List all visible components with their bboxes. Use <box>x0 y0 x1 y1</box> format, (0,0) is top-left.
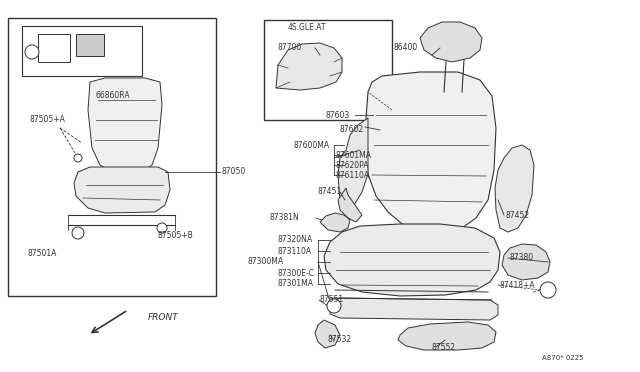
Text: 87505+B: 87505+B <box>158 231 194 240</box>
Text: 4S.GLE.AT: 4S.GLE.AT <box>288 23 326 32</box>
Text: 87320NA: 87320NA <box>277 235 312 244</box>
Circle shape <box>157 223 167 233</box>
Text: 87300MA: 87300MA <box>248 257 284 266</box>
Bar <box>22 26 142 76</box>
Text: 87050: 87050 <box>222 167 246 176</box>
Circle shape <box>327 299 341 313</box>
Circle shape <box>74 154 82 162</box>
Polygon shape <box>315 320 340 348</box>
Bar <box>38 34 70 62</box>
Text: 87501A: 87501A <box>28 248 58 257</box>
Text: FRONT: FRONT <box>148 312 179 321</box>
Text: 86400: 86400 <box>393 44 417 52</box>
Polygon shape <box>495 145 534 232</box>
Text: 87380: 87380 <box>510 253 534 263</box>
Text: 87551: 87551 <box>319 295 343 305</box>
Polygon shape <box>276 43 342 90</box>
Polygon shape <box>88 78 162 170</box>
Text: 87600MA: 87600MA <box>293 141 329 150</box>
Polygon shape <box>338 188 362 222</box>
Text: 873110A: 873110A <box>277 247 311 256</box>
Polygon shape <box>324 224 500 296</box>
Text: 87603: 87603 <box>325 110 349 119</box>
Text: A870* 0225: A870* 0225 <box>542 355 584 361</box>
Polygon shape <box>420 22 482 62</box>
Text: 87602: 87602 <box>340 125 364 135</box>
Text: 87552: 87552 <box>432 343 456 352</box>
Bar <box>76 34 104 56</box>
Polygon shape <box>320 213 350 232</box>
Text: 87601MA: 87601MA <box>335 151 371 160</box>
Polygon shape <box>502 244 550 280</box>
Polygon shape <box>330 298 498 320</box>
Text: 87532: 87532 <box>328 336 352 344</box>
Circle shape <box>72 227 84 239</box>
Text: 87301MA: 87301MA <box>277 279 313 288</box>
Polygon shape <box>74 167 170 213</box>
Text: 87418+A: 87418+A <box>500 280 536 289</box>
Text: 66860RA: 66860RA <box>95 90 130 99</box>
Bar <box>264 20 392 120</box>
Text: 87300E-C: 87300E-C <box>277 269 314 278</box>
Text: 876110A: 876110A <box>335 170 369 180</box>
Text: 87620PA: 87620PA <box>335 160 369 170</box>
Text: 87451: 87451 <box>318 187 342 196</box>
Polygon shape <box>338 118 368 208</box>
Text: 87452: 87452 <box>506 211 530 219</box>
Circle shape <box>540 282 556 298</box>
Text: 87700: 87700 <box>277 44 301 52</box>
Bar <box>8 18 216 296</box>
Text: 87381N: 87381N <box>270 214 300 222</box>
Polygon shape <box>366 72 496 232</box>
Circle shape <box>25 45 39 59</box>
Polygon shape <box>398 322 496 350</box>
Text: 87505+A: 87505+A <box>30 115 66 125</box>
